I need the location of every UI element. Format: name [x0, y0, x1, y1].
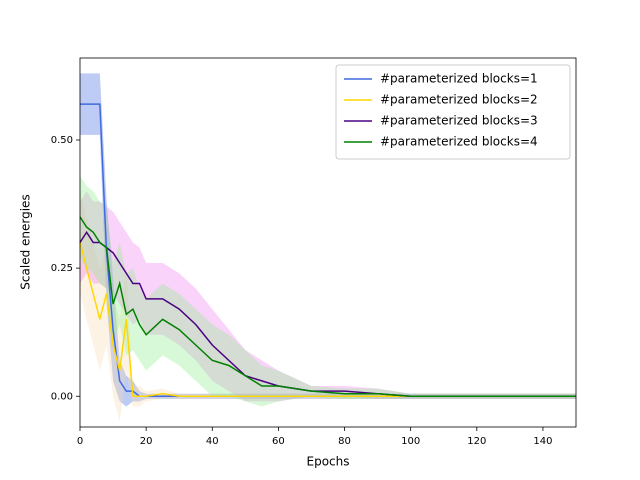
x-axis-label: Epochs [307, 455, 350, 469]
x-tick-label: 120 [467, 436, 486, 447]
plot-area [79, 73, 576, 422]
std-band [80, 191, 576, 422]
std-band [80, 175, 576, 407]
legend-label: #parameterized blocks=1 [380, 72, 538, 86]
line [79, 242, 576, 397]
y-tick-label: 0.25 [51, 263, 73, 274]
line [79, 216, 576, 397]
legend-label: #parameterized blocks=2 [380, 93, 538, 107]
y-axis-label: Scaled energies [19, 194, 33, 289]
x-tick-label: 100 [401, 436, 420, 447]
std-band [80, 191, 576, 402]
x-tick-label: 60 [272, 436, 285, 447]
x-tick-label: 0 [77, 436, 83, 447]
legend-label: #parameterized blocks=4 [380, 135, 538, 149]
x-tick-label: 80 [338, 436, 351, 447]
legend-label: #parameterized blocks=3 [380, 114, 538, 128]
x-tick-label: 140 [533, 436, 552, 447]
y-tick-label: 0.50 [51, 135, 73, 146]
y-tick-label: 0.00 [51, 391, 73, 402]
legend-box [335, 64, 571, 160]
x-tick-label: 40 [206, 436, 219, 447]
x-tick-label: 20 [140, 436, 153, 447]
axes-frame [79, 57, 577, 428]
